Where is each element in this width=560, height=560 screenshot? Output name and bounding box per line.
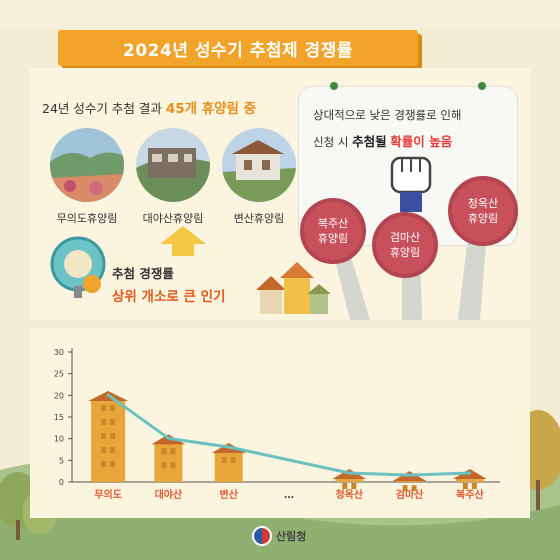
bar-window bbox=[462, 483, 468, 489]
category-label: 무의도 bbox=[94, 488, 122, 501]
pin-icon bbox=[330, 82, 338, 90]
bar-window bbox=[101, 433, 107, 439]
forest-image-muuido bbox=[50, 128, 124, 202]
bar-window bbox=[101, 419, 107, 425]
bar-window bbox=[351, 483, 357, 489]
board-line2: 신청 시 추첨될 확률이 높음 bbox=[313, 131, 452, 150]
y-tick-label: 25 bbox=[54, 370, 64, 379]
y-tick-label: 0 bbox=[59, 478, 64, 487]
bar-window bbox=[101, 461, 107, 467]
forest-label-daeyasan: 대야산휴양림 bbox=[142, 212, 204, 225]
bar-window bbox=[101, 447, 107, 453]
bar-window bbox=[471, 483, 477, 489]
bar-window bbox=[161, 448, 167, 455]
bar-window bbox=[411, 485, 417, 492]
bar-window bbox=[221, 457, 227, 463]
lottery-wheel-icon bbox=[50, 236, 106, 298]
houses-illustration bbox=[256, 262, 330, 314]
chart-svg: 0 5 10 15 20 25 30 무의도 대야산 변산 … 청옥산 검마산 복주산 bbox=[54, 348, 500, 501]
up-arrow-icon bbox=[160, 226, 206, 256]
pin-icon bbox=[478, 82, 486, 90]
bar-window bbox=[110, 419, 116, 425]
sign-cheongoksan-line1: 청옥산 bbox=[467, 197, 499, 210]
sign-bokjusan: 복주산 휴양림 bbox=[300, 198, 366, 264]
title-banner: 2024년 성수기 추첨제 경쟁률 bbox=[58, 30, 418, 66]
bar bbox=[455, 478, 484, 482]
y-tick-label: 5 bbox=[59, 456, 64, 465]
category-label: 청옥산 bbox=[335, 488, 363, 501]
bar bbox=[214, 452, 243, 482]
bar-window bbox=[110, 433, 116, 439]
government-emblem-icon bbox=[252, 526, 272, 546]
bar-window bbox=[170, 462, 176, 469]
bar-window bbox=[230, 457, 236, 463]
bar-window bbox=[402, 485, 408, 492]
sign-bokjusan-line2: 휴양림 bbox=[317, 232, 349, 245]
footer-logo: 산림청 bbox=[252, 526, 306, 546]
board-line1: 상대적으로 낮은 경쟁률로 인해 bbox=[313, 108, 462, 122]
raised-fist-icon bbox=[390, 156, 432, 212]
category-label: … bbox=[284, 490, 294, 501]
sign-bokjusan-line1: 복주산 bbox=[317, 217, 349, 230]
bar bbox=[335, 478, 364, 482]
category-label: 복주산 bbox=[456, 488, 484, 501]
bar-window bbox=[342, 483, 348, 489]
board-line2-bold: 추첨될 bbox=[352, 134, 387, 149]
chart-panel: 0 5 10 15 20 25 30 무의도 대야산 변산 … 청옥산 검마산 복주산 bbox=[30, 328, 530, 518]
forest-label-byeonsan: 변산휴양림 bbox=[233, 212, 285, 225]
sign-geommasan-line2: 휴양림 bbox=[389, 246, 421, 259]
sign-cheongoksan-line2: 휴양림 bbox=[467, 212, 499, 225]
category-label: 검마산 bbox=[396, 488, 424, 501]
bar-window bbox=[161, 462, 167, 469]
y-tick-label: 20 bbox=[54, 391, 64, 400]
sign-geommasan: 검마산 휴양림 bbox=[372, 212, 438, 278]
y-tick-label: 10 bbox=[54, 435, 64, 444]
forest-label-muuido: 무의도휴양림 bbox=[56, 212, 118, 225]
page-title: 2024년 성수기 추첨제 경쟁률 bbox=[123, 40, 353, 61]
lead-text: 24년 성수기 추첨 결과 45개 휴양림 중 bbox=[42, 97, 256, 117]
sign-geommasan-line1: 검마산 bbox=[389, 231, 421, 244]
y-tick-label: 15 bbox=[54, 413, 64, 422]
board-line2-prefix: 신청 시 bbox=[313, 135, 349, 149]
trend-line bbox=[106, 393, 472, 477]
bar-window bbox=[101, 405, 107, 411]
bar bbox=[91, 400, 126, 482]
y-tick-label: 30 bbox=[54, 348, 64, 357]
bar-window bbox=[110, 447, 116, 453]
bar-window bbox=[170, 448, 176, 455]
category-label: 변산 bbox=[220, 488, 239, 501]
bar bbox=[154, 443, 183, 482]
lead-prefix: 24년 성수기 추첨 결과 bbox=[42, 101, 162, 116]
caption-line1: 추첨 경쟁률 bbox=[112, 266, 174, 281]
forest-image-byeonsan bbox=[222, 128, 296, 202]
forest-image-daeyasan bbox=[136, 128, 210, 202]
bar-window bbox=[110, 461, 116, 467]
lead-highlight: 45개 휴양림 중 bbox=[165, 101, 257, 117]
sign-cheongoksan: 청옥산 휴양림 bbox=[448, 176, 518, 246]
board-line2-red: 확률이 높음 bbox=[390, 134, 453, 149]
caption-line2: 상위 개소로 큰 인기 bbox=[112, 289, 226, 305]
bar-window bbox=[110, 405, 116, 411]
footer-org: 산림청 bbox=[276, 530, 307, 543]
category-label: 대야산 bbox=[155, 488, 183, 501]
